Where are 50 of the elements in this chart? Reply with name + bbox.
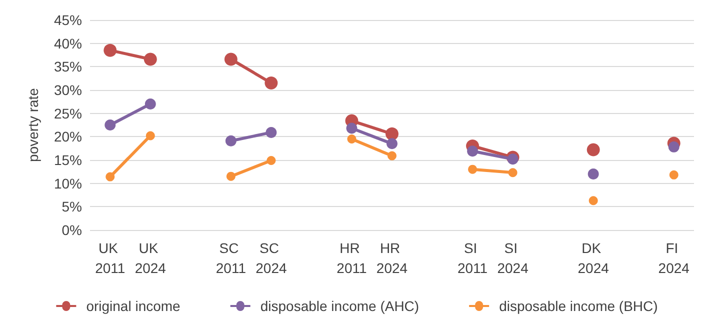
x-tick-label: SI 2024 [497, 240, 529, 276]
point [386, 138, 398, 150]
point [226, 172, 236, 181]
y-tick-label: 30% [54, 82, 82, 98]
y-tick-label: 25% [54, 105, 82, 122]
legend-label: disposable income (AHC) [260, 298, 420, 314]
point [144, 98, 156, 110]
point [104, 120, 116, 130]
x-tick-label: HR 2011 [336, 240, 367, 276]
point [144, 52, 157, 66]
point [264, 76, 278, 90]
point [388, 151, 396, 160]
x-tick-label: HR 2024 [376, 240, 408, 276]
legend-label: original income [86, 298, 181, 314]
point [507, 154, 518, 165]
y-tick-label: 20% [54, 128, 82, 145]
y-axis-title: poverty rate [25, 88, 41, 162]
y-tick-label: 10% [54, 175, 82, 192]
y-tick-label: 40% [54, 35, 82, 52]
point [668, 141, 680, 152]
point [104, 44, 117, 57]
point [588, 196, 598, 206]
point [266, 156, 276, 165]
point [468, 164, 478, 174]
point [146, 131, 155, 140]
y-tick-label: 5% [62, 198, 82, 215]
point [586, 143, 600, 156]
point [669, 170, 678, 180]
y-tick-label: 35% [54, 58, 82, 75]
point [225, 135, 236, 146]
x-tick-label: SC 2011 [216, 240, 246, 276]
x-tick-label: UK 2011 [95, 240, 126, 276]
point [467, 146, 478, 157]
point [346, 122, 358, 134]
x-tick-label: UK 2024 [134, 240, 166, 276]
point [266, 126, 277, 138]
x-tick-label: SI 2011 [457, 240, 488, 276]
point [588, 168, 599, 180]
x-tick-label: FI 2024 [658, 240, 690, 276]
point [224, 52, 238, 66]
y-tick-label: 45% [54, 12, 82, 28]
point [106, 172, 115, 182]
point [386, 127, 398, 140]
x-tick-label: DK 2024 [578, 240, 610, 276]
point [347, 134, 356, 144]
y-tick-label: 15% [54, 152, 82, 168]
point [508, 168, 518, 178]
legend-label: disposable income (BHC) [499, 298, 658, 314]
x-tick-label: SC 2024 [256, 240, 287, 276]
y-tick-label: 0% [62, 222, 82, 238]
